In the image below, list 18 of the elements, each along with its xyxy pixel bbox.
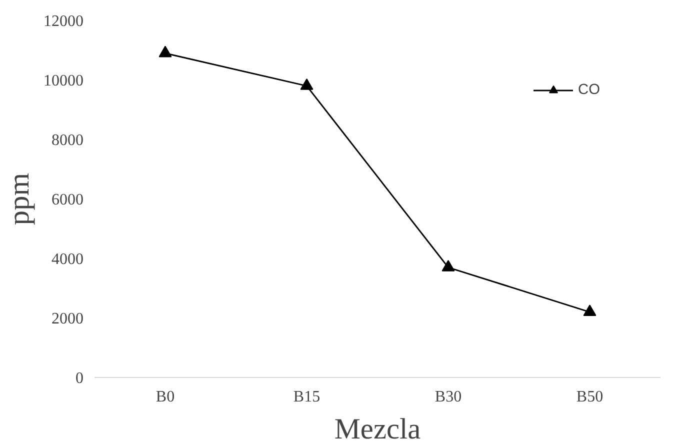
y-tick-label: 2000 [52, 310, 84, 328]
point [158, 46, 172, 58]
y-tick-label: 0 [76, 370, 84, 387]
legend-label: CO [578, 82, 600, 98]
x-tick-label: B30 [434, 388, 462, 406]
x-tick-label: B15 [293, 388, 320, 406]
x-tick-label: B0 [156, 388, 175, 406]
y-tick-label: 6000 [52, 192, 84, 208]
y-tick-label: 10000 [44, 72, 84, 90]
y-axis-title: ppm [4, 172, 36, 226]
x-axis-title: Mezcla [334, 414, 421, 446]
point [442, 260, 455, 272]
point [583, 304, 596, 316]
y-tick-label: 4000 [52, 251, 84, 268]
y-tick-label: 8000 [52, 132, 84, 149]
y-tick-label: 12000 [44, 13, 84, 30]
point [300, 78, 314, 90]
x-tick-label: B50 [576, 388, 604, 406]
